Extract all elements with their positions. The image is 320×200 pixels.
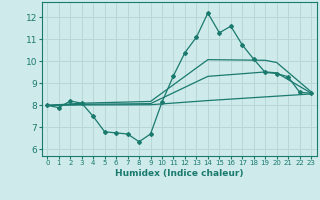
X-axis label: Humidex (Indice chaleur): Humidex (Indice chaleur) xyxy=(115,169,244,178)
